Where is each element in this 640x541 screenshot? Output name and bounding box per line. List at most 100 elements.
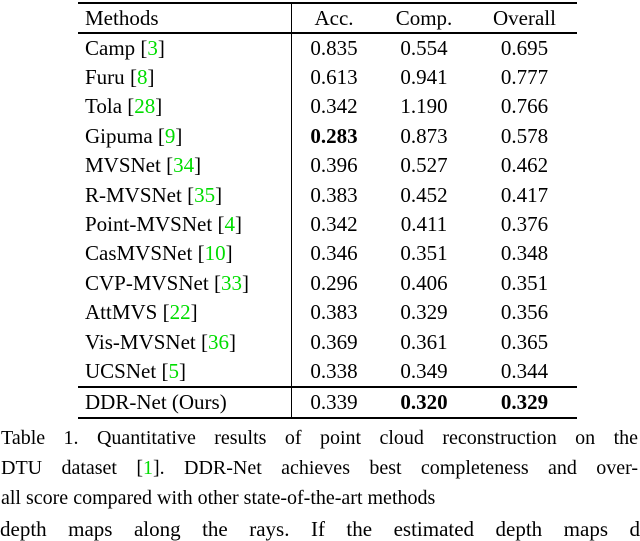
table-bottom-rule — [78, 417, 577, 420]
citation-bracket: [36] — [195, 329, 236, 354]
body-text-partial-line: depth maps along the rays. If the estima… — [0, 517, 640, 541]
citation-bracket: [28] — [122, 94, 163, 119]
table-row: UCSNet [5] 0.338 0.349 0.344 — [78, 356, 577, 387]
table-header-rule — [78, 32, 577, 34]
metric-cells: 0.369 0.361 0.365 — [291, 327, 577, 357]
method-cell: AttMVS [22] — [78, 302, 291, 323]
overall-value: 0.376 — [500, 212, 549, 237]
method-cell: R-MVSNet [35] — [78, 182, 291, 207]
overall-value: 0.348 — [500, 241, 549, 266]
acc-value: 0.342 — [310, 212, 358, 237]
method-name: Furu — [85, 65, 125, 90]
method-name: Camp — [85, 35, 136, 60]
citation-bracket: [4] — [212, 212, 242, 237]
metric-cells: 0.342 1.190 0.766 — [291, 92, 577, 122]
metric-cells: 0.283 0.873 0.578 — [291, 121, 577, 152]
citation-link[interactable]: 8 — [136, 65, 148, 90]
table-row: Vis-MVSNet [36] 0.369 0.361 0.365 — [78, 327, 577, 357]
overall-value: 0.417 — [500, 182, 549, 207]
method-cell: DDR-Net (Ours) — [78, 391, 291, 413]
citation-link[interactable]: 28 — [134, 94, 156, 119]
method-name: Gipuma — [85, 123, 153, 148]
table-caption: Table 1. Quantitative results of point c… — [1, 423, 638, 513]
citation-link[interactable]: 10 — [204, 241, 226, 266]
header-acc: Acc. — [314, 5, 354, 30]
metric-cells: 0.396 0.527 0.462 — [291, 151, 577, 181]
citation-link[interactable]: 4 — [224, 212, 235, 237]
acc-value: 0.283 — [310, 123, 358, 148]
citation-link[interactable]: 9 — [164, 123, 176, 148]
citation-bracket: [34] — [160, 153, 202, 178]
method-name: CVP-MVSNet — [85, 270, 209, 295]
metric-cells: 0.383 0.329 0.356 — [291, 298, 577, 328]
overall-value: 0.766 — [500, 94, 549, 119]
citation-link[interactable]: 3 — [147, 35, 158, 60]
caption-line-1: Table 1. Quantitative results of point c… — [1, 427, 638, 449]
citation-link[interactable]: 33 — [220, 270, 242, 295]
caption-line-2: DTU dataset [1]. DDR-Net achieves best c… — [1, 453, 638, 483]
table-row: CasMVSNet [10] 0.346 0.351 0.348 — [78, 239, 577, 269]
comp-value: 0.361 — [400, 329, 448, 354]
caption-citation-link[interactable]: 1 — [143, 457, 153, 479]
overall-value: 0.329 — [500, 389, 549, 414]
method-name: Point-MVSNet — [85, 212, 213, 237]
method-name: Vis-MVSNet — [85, 329, 196, 354]
method-cell: Vis-MVSNet [36] — [78, 329, 291, 354]
overall-value: 0.356 — [500, 300, 549, 325]
method-cell: Camp [3] — [78, 35, 291, 60]
table-row: Point-MVSNet [4] 0.342 0.411 0.376 — [78, 209, 577, 240]
citation-bracket: [9] — [152, 123, 183, 148]
table-header-row: Methods Acc. Comp. Overall — [78, 4, 577, 32]
method-cell: Furu [8] — [78, 67, 291, 88]
citation-bracket: [22] — [157, 300, 198, 325]
table-final-row-wrap: DDR-Net (Ours) 0.339 0.320 0.329 — [78, 387, 577, 418]
metric-cells: 0.346 0.351 0.348 — [291, 239, 577, 269]
acc-value: 0.369 — [310, 329, 358, 354]
acc-value: 0.346 — [310, 241, 358, 266]
comp-value: 0.329 — [400, 300, 448, 325]
acc-value: 0.835 — [310, 35, 358, 60]
comp-value: 0.873 — [400, 123, 448, 148]
citation-bracket: [35] — [181, 182, 223, 207]
table-row: R-MVSNet [35] 0.383 0.452 0.417 — [78, 180, 577, 210]
metric-cells: 0.835 0.554 0.695 — [291, 33, 577, 63]
results-table: Methods Acc. Comp. Overall Camp [3] 0.83… — [78, 2, 577, 420]
citation-bracket: [33] — [208, 270, 249, 295]
metric-cells: 0.296 0.406 0.351 — [291, 268, 577, 299]
acc-value: 0.342 — [310, 94, 358, 119]
method-cell: Point-MVSNet [4] — [78, 214, 291, 235]
method-cell: CasMVSNet [10] — [78, 243, 291, 264]
caption-line-3: all score compared with other state-of-t… — [1, 487, 436, 509]
citation-link[interactable]: 34 — [173, 153, 195, 178]
comp-value: 0.351 — [400, 241, 448, 266]
table-row: CVP-MVSNet [33] 0.296 0.406 0.351 — [78, 268, 577, 299]
overall-value: 0.777 — [500, 65, 549, 90]
overall-value: 0.695 — [500, 35, 549, 60]
citation-bracket: [10] — [192, 241, 233, 266]
method-name: UCSNet — [85, 358, 157, 383]
citation-link[interactable]: 35 — [194, 182, 216, 207]
metric-cells: 0.339 0.320 0.329 — [291, 387, 577, 418]
comp-value: 1.190 — [400, 94, 448, 119]
acc-value: 0.383 — [310, 182, 358, 207]
comp-value: 0.349 — [400, 358, 448, 383]
metric-cells: 0.338 0.349 0.344 — [291, 356, 577, 387]
table-top-rule — [78, 2, 577, 4]
citation-bracket: [3] — [135, 35, 165, 60]
acc-value: 0.339 — [310, 389, 358, 414]
method-cell: Gipuma [9] — [78, 123, 291, 148]
table-final-row-rule — [78, 386, 577, 388]
acc-value: 0.383 — [310, 300, 358, 325]
citation-link[interactable]: 5 — [168, 358, 179, 383]
citation-link[interactable]: 36 — [208, 329, 229, 354]
table-row: AttMVS [22] 0.383 0.329 0.356 — [78, 298, 577, 328]
citation-link[interactable]: 22 — [169, 300, 191, 325]
overall-value: 0.462 — [500, 153, 549, 178]
method-name: CasMVSNet — [85, 241, 193, 266]
overall-value: 0.365 — [500, 329, 549, 354]
comp-value: 0.527 — [400, 153, 448, 178]
method-name: AttMVS — [85, 300, 158, 325]
overall-value: 0.351 — [500, 270, 549, 295]
comp-value: 0.406 — [400, 270, 448, 295]
method-name: R-MVSNet — [85, 182, 182, 207]
